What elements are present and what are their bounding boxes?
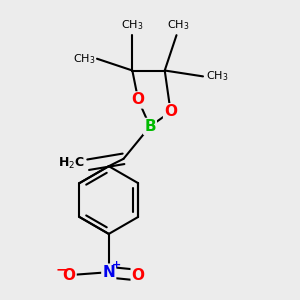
Text: CH$_3$: CH$_3$ xyxy=(167,18,189,32)
Text: −: − xyxy=(56,263,68,277)
Text: O: O xyxy=(132,92,145,107)
Text: CH$_3$: CH$_3$ xyxy=(206,70,228,83)
Text: O: O xyxy=(132,268,145,283)
Text: CH$_3$: CH$_3$ xyxy=(121,18,144,32)
Text: +: + xyxy=(112,260,121,270)
Text: N: N xyxy=(102,265,115,280)
Text: CH$_3$: CH$_3$ xyxy=(73,52,95,66)
Text: H$_2$C: H$_2$C xyxy=(58,156,85,171)
Text: O: O xyxy=(164,104,177,119)
Text: O: O xyxy=(62,268,76,283)
Text: B: B xyxy=(144,119,156,134)
